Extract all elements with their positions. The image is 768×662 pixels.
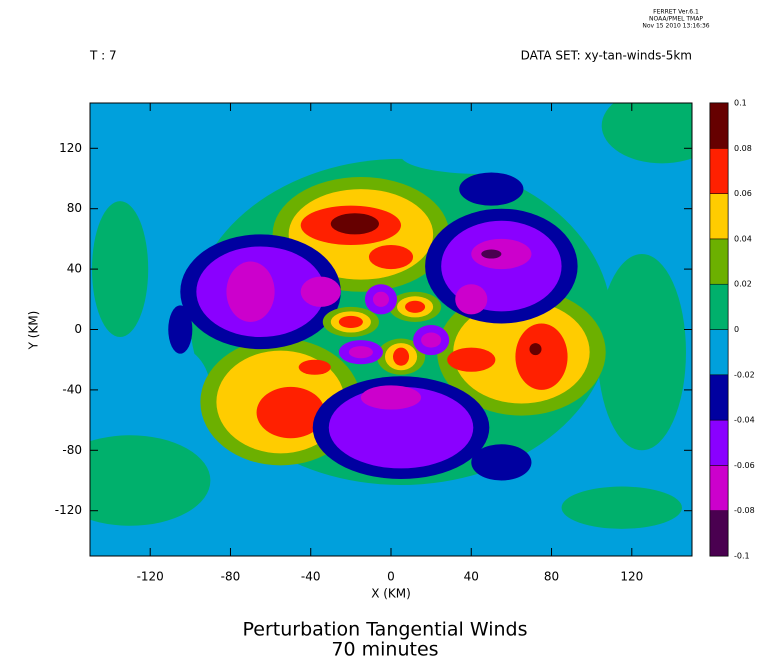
colorbar-swatch — [709, 419, 729, 466]
x-tick-label: 120 — [620, 570, 643, 584]
contour-region — [561, 486, 682, 529]
colorbar-label: 0.08 — [734, 144, 752, 153]
colorbar-label: -0.02 — [734, 370, 755, 379]
contour-region — [481, 249, 502, 259]
colorbar-swatch — [709, 283, 729, 330]
x-tick-label: 40 — [464, 570, 479, 584]
x-tick-label: -120 — [137, 570, 164, 584]
contour-region — [90, 435, 211, 526]
contour-region — [471, 444, 532, 481]
y-tick-label: 80 — [67, 201, 82, 215]
header-line: Nov 15 2010 13:16:36 — [642, 23, 709, 30]
contour-region — [515, 323, 568, 390]
y-tick-label: 0 — [74, 322, 82, 336]
colorbar-swatch — [709, 102, 729, 149]
x-tick-label: -80 — [221, 570, 241, 584]
contour-region — [393, 347, 410, 366]
contour-region — [298, 359, 331, 375]
contour-region — [401, 137, 562, 174]
contour-field — [90, 103, 692, 556]
contour-region — [328, 386, 474, 469]
contour-region — [459, 172, 524, 206]
colorbar-swatch — [709, 465, 729, 511]
colorbar-label: -0.06 — [734, 461, 755, 470]
colorbar-label: 0.02 — [734, 280, 752, 289]
contour-region — [601, 103, 692, 164]
contour-region — [330, 213, 379, 235]
colorbar-swatch — [709, 238, 729, 285]
colorbar-label: 0 — [734, 325, 739, 334]
colorbar-label: -0.04 — [734, 416, 755, 425]
header-line: FERRET Ver.6.1 — [653, 9, 699, 16]
contour-region — [130, 344, 211, 436]
colorbar-swatch — [709, 329, 729, 376]
y-tick-label: -120 — [55, 503, 82, 517]
y-tick-label: 40 — [67, 262, 82, 276]
y-tick-label: -40 — [62, 382, 82, 396]
y-axis-label: Y (KM) — [27, 311, 41, 351]
time-label: T : 7 — [89, 49, 117, 63]
contour-region — [300, 276, 341, 307]
colorbar-label: 0.1 — [734, 99, 747, 108]
header-line: NOAA/PMEL TMAP — [649, 16, 703, 23]
colorbar-label: 0.04 — [734, 234, 752, 243]
x-axis-label: X (KM) — [371, 587, 411, 601]
contour-region — [360, 385, 422, 410]
colorbar-swatch — [709, 193, 729, 240]
y-tick-label: -80 — [62, 443, 82, 457]
colorbar-label: -0.1 — [734, 552, 750, 561]
chart-subtitle: 70 minutes — [331, 639, 438, 661]
colorbar-swatch — [709, 148, 729, 194]
contour-region — [226, 261, 275, 322]
x-tick-label: 0 — [387, 570, 395, 584]
dataset-label: DATA SET: xy-tan-winds-5km — [521, 49, 692, 63]
colorbar-label: 0.06 — [734, 189, 752, 198]
colorbar-label: -0.08 — [734, 506, 755, 515]
chart-title: Perturbation Tangential Winds — [243, 619, 528, 641]
contour-region — [372, 291, 389, 307]
contour-region — [421, 332, 442, 348]
contour-region — [168, 305, 193, 354]
contour-region — [368, 244, 414, 270]
x-tick-label: 80 — [544, 570, 559, 584]
contour-region — [92, 201, 149, 338]
contour-region — [405, 300, 426, 313]
contour-region — [256, 386, 325, 439]
contour-region — [597, 254, 686, 451]
contour-region — [529, 343, 542, 356]
contour-region — [348, 346, 373, 359]
x-tick-label: -40 — [301, 570, 321, 584]
colorbar-swatch — [709, 510, 729, 557]
colorbar-swatch — [709, 374, 729, 421]
contour-region — [338, 315, 363, 328]
contour-region — [455, 284, 488, 315]
contour-region — [447, 347, 496, 372]
y-tick-label: 120 — [59, 141, 82, 155]
